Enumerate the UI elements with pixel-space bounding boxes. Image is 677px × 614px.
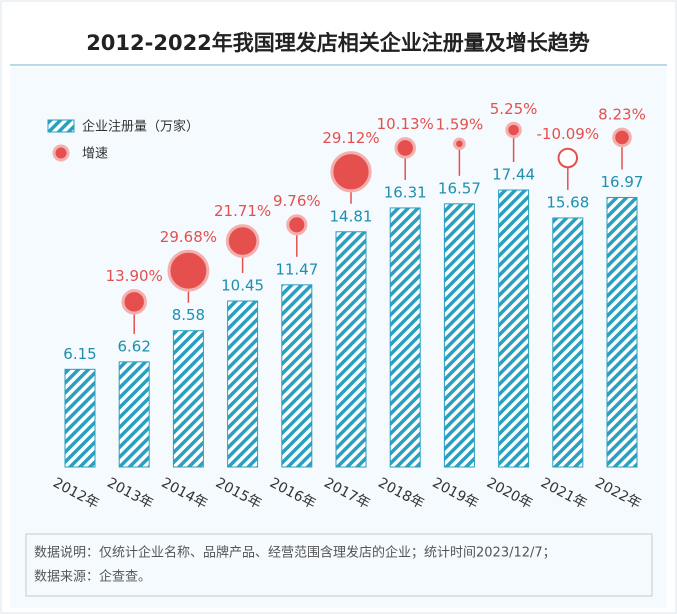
growth-bubble — [505, 121, 522, 139]
note: 数据说明：仅统计企业名称、品牌产品、经营范围含理发店的企业；统计时间2023/1… — [34, 545, 556, 561]
growth-label: 13.90% — [106, 267, 163, 285]
bar-value-label: 16.57 — [438, 179, 481, 197]
bar-value-label: 11.47 — [275, 260, 318, 278]
bar — [227, 300, 259, 468]
growth-label: 29.68% — [160, 228, 217, 246]
bar — [443, 203, 475, 468]
growth-bubble — [612, 127, 632, 148]
legend-label: 企业注册量（万家） — [82, 119, 199, 135]
growth-bubble — [225, 224, 260, 258]
growth-bubble — [286, 214, 308, 236]
bar-value-label: 17.44 — [492, 166, 535, 184]
growth-label: 10.13% — [377, 115, 434, 133]
growth-bubble — [121, 289, 147, 315]
chart-title: 2012-2022年我国理发店相关企业注册量及增长趋势 — [86, 31, 590, 55]
growth-label: -10.09% — [536, 125, 599, 143]
growth-label: 9.76% — [273, 192, 321, 210]
legend-swatch — [47, 119, 75, 133]
bar-value-label: 6.62 — [117, 337, 150, 355]
growth-label: 21.71% — [214, 202, 271, 220]
growth-bubble — [557, 147, 579, 169]
bar — [335, 231, 367, 468]
bar — [552, 217, 584, 468]
bar-value-label: 8.58 — [172, 306, 205, 324]
growth-bubble — [330, 151, 372, 193]
legend-swatch — [52, 144, 70, 162]
bar — [118, 361, 150, 468]
growth-bubble — [453, 137, 466, 151]
note: 数据来源：企查查。 — [34, 569, 151, 585]
bar — [389, 207, 421, 468]
growth-bubble — [394, 137, 416, 159]
note-box — [25, 533, 653, 597]
growth-label: 5.25% — [490, 100, 538, 118]
growth-bubble — [167, 249, 210, 292]
growth-label: 1.59% — [436, 115, 484, 133]
bar-value-label: 15.68 — [546, 193, 589, 211]
bar — [172, 330, 204, 468]
bar-value-label: 16.97 — [601, 173, 644, 191]
bar — [606, 196, 638, 468]
bar-value-label: 6.15 — [63, 345, 96, 363]
bar — [498, 189, 530, 468]
legend-label: 增速 — [82, 147, 108, 162]
bar-value-label: 16.31 — [384, 183, 427, 201]
bar — [281, 284, 313, 468]
growth-label: 29.12% — [322, 129, 379, 147]
bar-value-label: 10.45 — [221, 277, 264, 295]
bar — [64, 368, 96, 468]
bar-value-label: 14.81 — [330, 207, 373, 225]
growth-label: 8.23% — [598, 106, 646, 124]
